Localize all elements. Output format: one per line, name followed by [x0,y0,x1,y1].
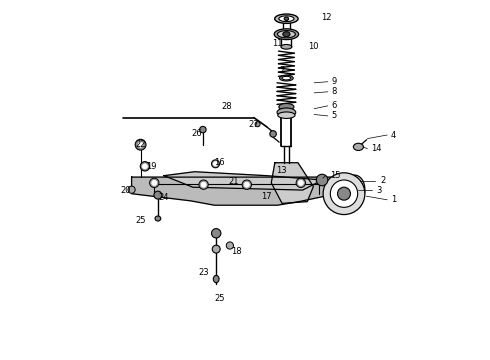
Ellipse shape [284,17,289,21]
Text: 28: 28 [221,102,232,111]
Ellipse shape [353,143,364,150]
Circle shape [149,178,159,188]
Circle shape [298,180,303,185]
Text: 27: 27 [248,120,259,129]
Text: 17: 17 [261,192,272,202]
Circle shape [135,139,146,150]
Circle shape [213,162,218,166]
Circle shape [212,245,220,253]
Ellipse shape [277,108,296,117]
Text: 16: 16 [215,158,225,167]
Polygon shape [132,177,337,205]
Circle shape [242,180,251,189]
Ellipse shape [213,275,219,283]
Circle shape [140,162,149,171]
Circle shape [245,182,249,187]
Text: 25: 25 [215,294,225,302]
Ellipse shape [278,112,295,118]
Circle shape [296,178,305,188]
Ellipse shape [344,179,362,204]
Text: 4: 4 [391,131,396,140]
Text: 24: 24 [159,193,169,202]
Circle shape [199,126,206,133]
Text: 15: 15 [330,171,340,180]
Ellipse shape [275,14,298,23]
Circle shape [199,180,208,189]
Text: 7: 7 [279,66,285,75]
Text: 13: 13 [275,166,286,175]
Text: 22: 22 [135,140,146,149]
Ellipse shape [281,45,292,49]
Circle shape [212,229,221,238]
Text: 26: 26 [191,129,201,138]
Text: 21: 21 [229,177,239,186]
Text: 10: 10 [308,42,318,51]
Text: 11: 11 [272,40,283,49]
Text: 18: 18 [231,248,241,256]
Circle shape [323,173,365,215]
Text: 2: 2 [380,176,385,185]
Ellipse shape [283,32,290,37]
Circle shape [226,242,233,249]
Polygon shape [164,172,322,190]
Text: 20: 20 [121,186,131,195]
Circle shape [338,187,350,200]
Ellipse shape [274,29,298,40]
Circle shape [316,174,328,186]
Circle shape [330,180,358,207]
Ellipse shape [341,175,365,208]
Text: 3: 3 [376,186,382,195]
Circle shape [201,182,206,187]
Ellipse shape [155,216,161,221]
Ellipse shape [279,16,294,22]
Ellipse shape [279,104,294,111]
Circle shape [143,164,147,169]
Circle shape [212,160,220,168]
Text: 23: 23 [198,269,209,277]
Text: 6: 6 [331,102,337,111]
Text: 12: 12 [320,13,331,22]
Circle shape [138,142,143,147]
Ellipse shape [282,76,291,80]
Circle shape [255,122,260,127]
Circle shape [128,186,135,193]
Text: 25: 25 [135,216,146,225]
Polygon shape [271,163,314,203]
Text: 5: 5 [331,112,337,120]
Circle shape [270,131,276,137]
Circle shape [154,191,162,199]
Text: 14: 14 [371,144,382,153]
Circle shape [152,180,157,185]
Ellipse shape [280,75,293,81]
Text: 8: 8 [331,87,337,96]
Text: 9: 9 [331,77,337,86]
Text: 1: 1 [391,195,396,204]
Ellipse shape [277,31,295,38]
Text: 19: 19 [146,162,156,171]
